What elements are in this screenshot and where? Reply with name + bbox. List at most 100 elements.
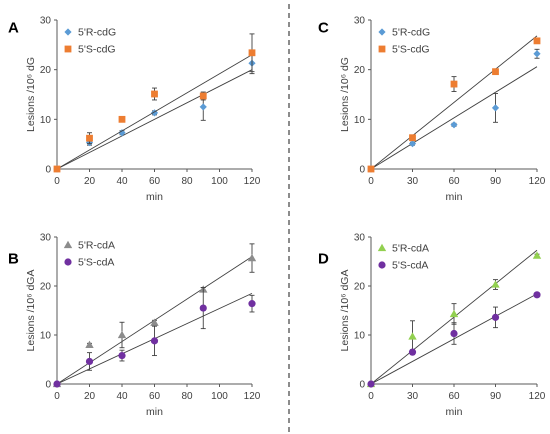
data-point bbox=[408, 140, 417, 148]
y-tick-label: 30 bbox=[40, 233, 52, 244]
data-point bbox=[532, 251, 542, 259]
x-tick-label: 120 bbox=[244, 391, 261, 402]
x-tick-label: 90 bbox=[490, 391, 502, 402]
y-tick-label: 10 bbox=[354, 115, 366, 126]
legend-label: 5'S-cdA bbox=[78, 257, 114, 269]
legend-label: 5'S-cdA bbox=[392, 260, 428, 272]
x-tick-label: 40 bbox=[116, 176, 128, 187]
data-point bbox=[367, 380, 375, 388]
x-tick-label: 60 bbox=[149, 176, 161, 187]
x-axis-label: min bbox=[146, 191, 163, 203]
x-tick-label: 0 bbox=[54, 391, 60, 402]
panel-label: B bbox=[8, 250, 19, 267]
legend-marker bbox=[378, 261, 386, 269]
data-point bbox=[199, 92, 207, 100]
x-tick-label: 0 bbox=[54, 176, 60, 187]
data-point bbox=[150, 318, 159, 326]
data-point bbox=[247, 253, 257, 262]
panel-label: A bbox=[8, 19, 19, 36]
x-tick-label: 0 bbox=[368, 176, 374, 187]
x-tick-label: 80 bbox=[181, 176, 193, 187]
legend-label: 5'R-cdA bbox=[392, 243, 429, 255]
x-tick-label: 100 bbox=[211, 176, 228, 187]
panel-label: C bbox=[318, 19, 329, 36]
data-point bbox=[409, 134, 416, 142]
panel-a: A 0 20 40 60 80 100 120 0 10 20 30 min Lesions /10⁶ d… bbox=[8, 16, 261, 204]
y-axis-label: Lesions /10⁶ dGA bbox=[25, 270, 37, 352]
legend-label: 5'R-cdG bbox=[392, 27, 430, 39]
data-point bbox=[53, 380, 61, 388]
data-point bbox=[248, 49, 256, 57]
data-point bbox=[492, 68, 499, 76]
data-point bbox=[367, 165, 375, 173]
data-point bbox=[85, 340, 94, 348]
y-tick-label: 30 bbox=[354, 16, 366, 27]
y-tick-label: 20 bbox=[354, 65, 366, 76]
data-point bbox=[450, 329, 458, 338]
data-point bbox=[118, 115, 126, 123]
x-tick-label: 120 bbox=[244, 176, 261, 187]
x-tick-label: 40 bbox=[116, 391, 128, 402]
data-point bbox=[118, 129, 126, 137]
x-tick-label: 90 bbox=[490, 176, 502, 187]
y-tick-label: 0 bbox=[45, 165, 51, 176]
y-tick-label: 0 bbox=[359, 165, 365, 176]
x-tick-label: 30 bbox=[407, 176, 419, 187]
panel-b: B 0 20 40 60 80 100 120 0 10 20 30 min Lesions /10⁶ d… bbox=[8, 233, 261, 419]
trend-line bbox=[56, 54, 253, 170]
x-axis-label: min bbox=[446, 191, 463, 203]
data-point bbox=[199, 103, 207, 111]
trend-line bbox=[56, 69, 253, 170]
trend-line bbox=[370, 66, 538, 170]
data-point bbox=[491, 280, 500, 288]
y-tick-label: 30 bbox=[40, 16, 52, 27]
legend-label: 5'R-cdG bbox=[78, 27, 116, 39]
x-tick-label: 80 bbox=[181, 391, 193, 402]
data-point bbox=[449, 309, 459, 318]
panel-c: C 0 30 60 90 120 0 10 20 30 min Lesions /10⁶ dG 5'R-… bbox=[318, 16, 546, 204]
data-point bbox=[199, 304, 207, 312]
series-5-s-cdg bbox=[53, 33, 256, 173]
y-tick-label: 10 bbox=[354, 331, 366, 342]
x-tick-label: 60 bbox=[448, 391, 460, 402]
series-5-r-cdg bbox=[367, 48, 541, 173]
trend-line bbox=[370, 35, 538, 170]
series-5-s-cda bbox=[367, 291, 541, 388]
legend-marker bbox=[378, 28, 386, 36]
x-tick-label: 20 bbox=[84, 391, 96, 402]
series-5-s-cdg bbox=[367, 35, 541, 173]
y-tick-label: 10 bbox=[40, 115, 52, 126]
x-tick-label: 120 bbox=[529, 176, 546, 187]
legend-label: 5'R-cdA bbox=[78, 240, 115, 252]
legend-marker bbox=[64, 258, 72, 266]
data-point bbox=[86, 134, 93, 142]
x-axis-label: min bbox=[146, 406, 163, 418]
x-tick-label: 100 bbox=[211, 391, 228, 402]
x-tick-label: 20 bbox=[84, 176, 96, 187]
data-point bbox=[150, 337, 159, 345]
data-point bbox=[533, 37, 541, 45]
legend-marker bbox=[64, 45, 72, 53]
y-tick-label: 0 bbox=[45, 380, 51, 391]
data-point bbox=[248, 300, 256, 308]
legend-marker bbox=[63, 240, 73, 249]
x-tick-label: 0 bbox=[368, 391, 374, 402]
y-tick-label: 20 bbox=[40, 65, 52, 76]
data-point bbox=[450, 80, 458, 88]
data-point bbox=[450, 121, 458, 129]
series-5-r-cda bbox=[366, 249, 542, 388]
y-tick-label: 0 bbox=[359, 380, 365, 391]
legend-marker bbox=[377, 243, 387, 252]
data-point bbox=[53, 165, 61, 173]
legend-label: 5'S-cdG bbox=[78, 44, 116, 56]
data-point bbox=[118, 351, 126, 360]
series-5-s-cda bbox=[53, 287, 256, 388]
data-point bbox=[533, 50, 541, 58]
data-point bbox=[408, 348, 417, 356]
y-tick-label: 30 bbox=[354, 233, 366, 244]
legend-marker bbox=[64, 28, 72, 36]
y-axis-label: Lesions /10⁶ dG bbox=[339, 57, 351, 132]
legend-label: 5'S-cdG bbox=[392, 44, 430, 56]
y-axis-label: Lesions /10⁶ dG bbox=[25, 57, 37, 132]
